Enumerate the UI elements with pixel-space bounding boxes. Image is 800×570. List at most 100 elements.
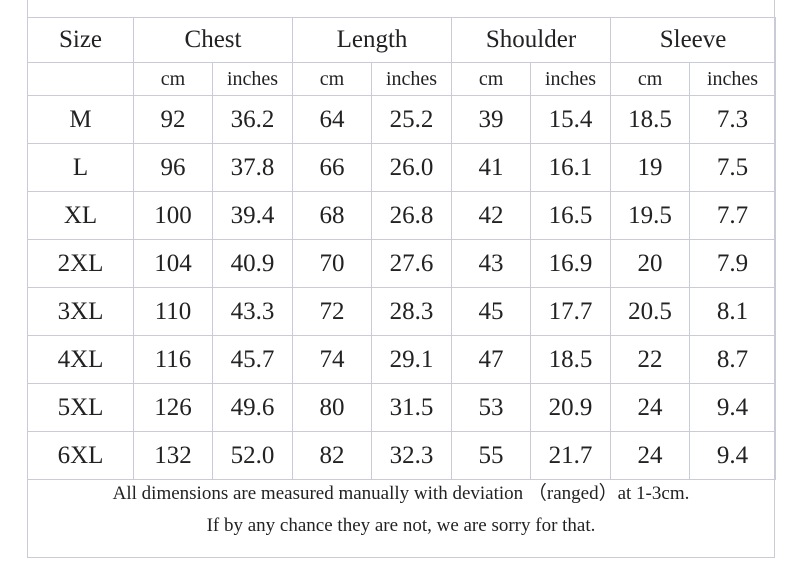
measurement-cell: 21.7 [530,431,612,480]
size-label-cell: 3XL [27,287,134,336]
unit-row: cm inches cm inches cm inches cm inches [27,62,777,96]
measurement-cell: 39.4 [211,191,294,240]
length-header: Length [292,17,453,63]
measurement-note: All dimensions are measured manually wit… [27,478,775,542]
table-row: 4XL 116 45.7 74 29.1 47 18.5 22 8.7 [27,335,777,384]
measurement-cell: 7.9 [689,239,777,288]
unit-cell: inches [530,62,612,96]
measurement-cell: 42 [451,191,532,240]
measurement-cell: 36.2 [211,95,294,144]
size-label-cell: M [27,95,134,144]
measurement-cell: 72 [292,287,373,336]
measurement-cell: 16.9 [530,239,612,288]
note-line-2: If by any chance they are not, we are so… [206,515,596,536]
sleeve-header: Sleeve [610,17,777,63]
measurement-cell: 19 [610,143,691,192]
measurement-cell: 45 [451,287,532,336]
note-line-1: All dimensions are measured manually wit… [112,483,690,504]
size-label-cell: 2XL [27,239,134,288]
table-row: XL 100 39.4 68 26.8 42 16.5 19.5 7.7 [27,191,777,240]
measurement-cell: 64 [292,95,373,144]
unit-blank-cell [27,62,134,96]
measurement-cell: 55 [451,431,532,480]
measurement-cell: 17.7 [530,287,612,336]
size-label-cell: 6XL [27,431,134,480]
measurement-cell: 25.2 [371,95,453,144]
table-row: 5XL 126 49.6 80 31.5 53 20.9 24 9.4 [27,383,777,432]
measurement-cell: 24 [610,383,691,432]
measurement-cell: 132 [133,431,213,480]
measurement-cell: 53 [451,383,532,432]
measurement-cell: 27.6 [371,239,453,288]
measurement-cell: 49.6 [211,383,294,432]
size-label-cell: XL [27,191,134,240]
measurement-cell: 8.1 [689,287,777,336]
size-chart-table: Size Chest Length Shoulder Sleeve cm inc… [27,17,777,480]
unit-cell: inches [689,62,777,96]
table-row: 3XL 110 43.3 72 28.3 45 17.7 20.5 8.1 [27,287,777,336]
measurement-cell: 31.5 [371,383,453,432]
measurement-cell: 80 [292,383,373,432]
measurement-cell: 52.0 [211,431,294,480]
measurement-cell: 43 [451,239,532,288]
table-row: 6XL 132 52.0 82 32.3 55 21.7 24 9.4 [27,431,777,480]
size-header: Size [27,17,134,63]
size-label-cell: L [27,143,134,192]
header-row: Size Chest Length Shoulder Sleeve [27,17,777,63]
measurement-cell: 28.3 [371,287,453,336]
measurement-cell: 41 [451,143,532,192]
measurement-cell: 18.5 [530,335,612,384]
measurement-cell: 26.8 [371,191,453,240]
chest-header: Chest [132,17,294,63]
measurement-cell: 19.5 [610,191,691,240]
measurement-cell: 18.5 [610,95,691,144]
unit-cell: cm [292,62,373,96]
measurement-cell: 29.1 [371,335,453,384]
unit-cell: inches [211,62,294,96]
shoulder-header: Shoulder [451,17,612,63]
size-label-cell: 4XL [27,335,134,384]
measurement-cell: 100 [133,191,213,240]
measurement-cell: 43.3 [211,287,294,336]
unit-cell: cm [133,62,213,96]
measurement-cell: 20.5 [610,287,691,336]
measurement-cell: 26.0 [371,143,453,192]
measurement-cell: 39 [451,95,532,144]
measurement-cell: 45.7 [211,335,294,384]
measurement-cell: 7.7 [689,191,777,240]
measurement-cell: 32.3 [371,431,453,480]
measurement-cell: 9.4 [689,431,777,480]
measurement-cell: 20.9 [530,383,612,432]
measurement-cell: 126 [133,383,213,432]
measurement-cell: 16.5 [530,191,612,240]
unit-cell: inches [371,62,453,96]
measurement-cell: 82 [292,431,373,480]
measurement-cell: 24 [610,431,691,480]
measurement-cell: 47 [451,335,532,384]
measurement-cell: 9.4 [689,383,777,432]
measurement-cell: 8.7 [689,335,777,384]
measurement-cell: 70 [292,239,373,288]
table-row: M 92 36.2 64 25.2 39 15.4 18.5 7.3 [27,95,777,144]
measurement-cell: 116 [133,335,213,384]
unit-cell: cm [451,62,532,96]
measurement-cell: 37.8 [211,143,294,192]
measurement-cell: 110 [133,287,213,336]
measurement-cell: 104 [133,239,213,288]
measurement-cell: 74 [292,335,373,384]
measurement-cell: 40.9 [211,239,294,288]
measurement-cell: 92 [133,95,213,144]
measurement-cell: 7.3 [689,95,777,144]
table-row: 2XL 104 40.9 70 27.6 43 16.9 20 7.9 [27,239,777,288]
measurement-cell: 15.4 [530,95,612,144]
size-label-cell: 5XL [27,383,134,432]
measurement-cell: 22 [610,335,691,384]
measurement-cell: 16.1 [530,143,612,192]
measurement-cell: 7.5 [689,143,777,192]
measurement-cell: 20 [610,239,691,288]
unit-cell: cm [610,62,691,96]
table-row: L 96 37.8 66 26.0 41 16.1 19 7.5 [27,143,777,192]
measurement-cell: 68 [292,191,373,240]
measurement-cell: 66 [292,143,373,192]
measurement-cell: 96 [133,143,213,192]
